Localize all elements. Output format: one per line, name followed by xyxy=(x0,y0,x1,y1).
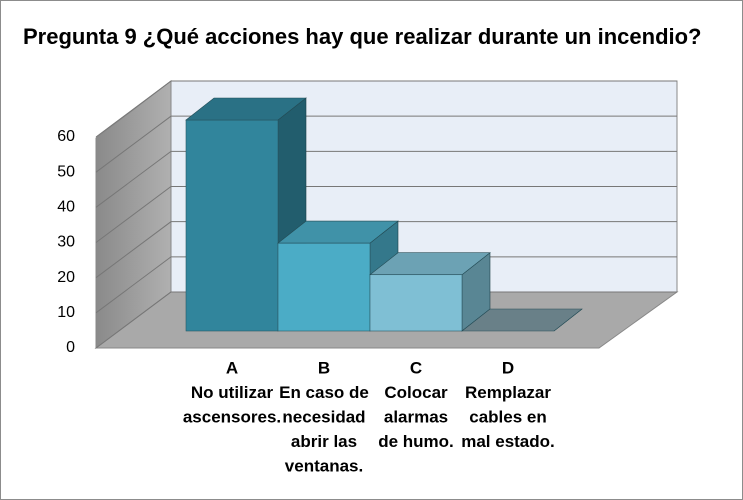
y-tick-label: 0 xyxy=(66,339,75,356)
grid-line xyxy=(95,80,677,138)
grid-line xyxy=(95,186,677,243)
x-tick-label: abrir las xyxy=(291,432,357,451)
x-tick-label: A xyxy=(226,358,238,377)
y-tick-label: 50 xyxy=(57,163,75,180)
y-tick-label: 40 xyxy=(57,199,75,216)
x-tick-label: alarmas xyxy=(384,407,448,426)
bar xyxy=(369,274,463,332)
y-tick-label: 30 xyxy=(57,234,75,251)
y-tick-label: 10 xyxy=(57,304,75,321)
y-tick-label: 20 xyxy=(57,269,75,286)
grid-line xyxy=(95,221,677,279)
x-tick-label: cables en xyxy=(469,407,547,426)
x-tick-label: necesidad xyxy=(282,407,365,426)
x-tick-label: C xyxy=(410,358,422,377)
chart-title: Pregunta 9 ¿Qué acciones hay que realiza… xyxy=(23,24,702,49)
grid-line xyxy=(95,115,677,173)
bar-top xyxy=(185,97,307,121)
bar xyxy=(277,242,371,332)
x-tick-label: Colocar xyxy=(384,383,448,402)
grid-line xyxy=(95,150,677,208)
x-tick-label: de humo. xyxy=(378,432,454,451)
bar-top xyxy=(461,308,583,332)
y-tick-label: 60 xyxy=(57,128,75,145)
x-tick-label: ventanas. xyxy=(285,456,363,475)
grid-line xyxy=(95,256,677,314)
x-tick-label: D xyxy=(502,358,514,377)
bar-top xyxy=(277,220,399,244)
grid-line xyxy=(95,291,677,349)
bar xyxy=(185,119,279,332)
x-tick-label: B xyxy=(318,358,330,377)
x-tick-label: En caso de xyxy=(279,383,369,402)
x-tick-label: ascensores. xyxy=(183,407,281,426)
x-tick-label: Remplazar xyxy=(465,383,551,402)
x-tick-label: mal estado. xyxy=(461,432,555,451)
x-tick-label: No utilizar xyxy=(191,383,274,402)
bar-top xyxy=(369,252,491,276)
